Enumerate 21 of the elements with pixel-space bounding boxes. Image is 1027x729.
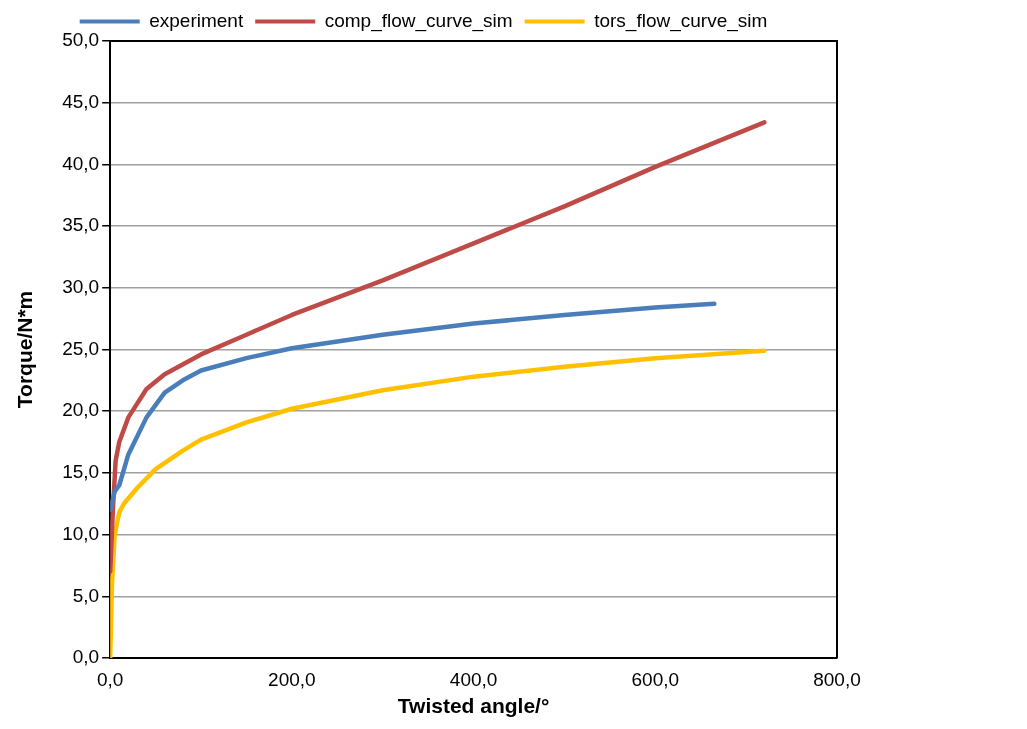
y-tick-label: 20,0 bbox=[62, 399, 100, 421]
y-tick-label: 45,0 bbox=[62, 90, 100, 112]
y-tick-label: 50,0 bbox=[62, 29, 100, 51]
y-tick-label: 0,0 bbox=[72, 646, 100, 668]
x-tick-label: 800,0 bbox=[813, 668, 861, 690]
y-axis-title: Torque/N*m bbox=[13, 290, 37, 409]
legend-label: comp_flow_curve_sim bbox=[324, 9, 513, 32]
y-tick-label: 30,0 bbox=[62, 276, 100, 298]
x-axis-title: Twisted angle/° bbox=[397, 694, 550, 718]
x-tick-label: 0,0 bbox=[96, 668, 124, 690]
y-tick-label: 5,0 bbox=[72, 584, 100, 606]
legend-label: experiment bbox=[149, 9, 244, 31]
x-tick-label: 400,0 bbox=[449, 668, 498, 690]
y-tick-label: 25,0 bbox=[62, 337, 100, 359]
y-tick-label: 10,0 bbox=[62, 522, 100, 544]
x-tick-label: 200,0 bbox=[268, 668, 316, 690]
y-tick-label: 15,0 bbox=[62, 461, 100, 483]
y-tick-label: 35,0 bbox=[62, 214, 100, 236]
x-tick-label: 600,0 bbox=[631, 668, 680, 690]
legend-label: tors_flow_curve_sim bbox=[594, 9, 768, 32]
y-tick-label: 40,0 bbox=[62, 152, 100, 174]
